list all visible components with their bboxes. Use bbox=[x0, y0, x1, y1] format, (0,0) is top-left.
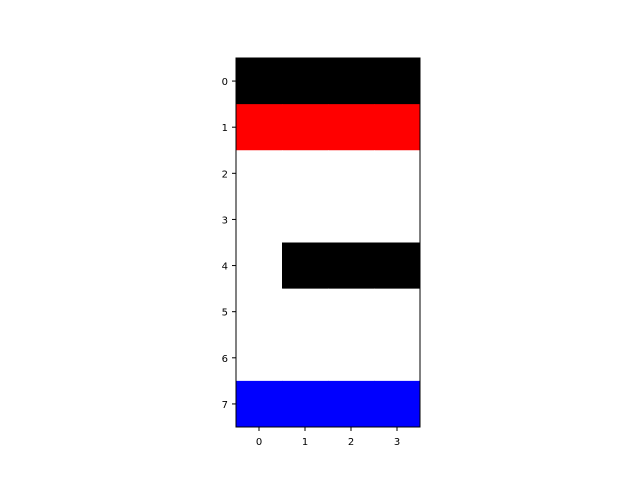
heatmap-cell-r4-c2 bbox=[328, 242, 375, 290]
x-tick-label: 0 bbox=[256, 437, 262, 448]
heatmap-cell-r6-c0 bbox=[236, 334, 283, 382]
y-axis: 0 1 2 3 4 5 6 7 bbox=[222, 77, 236, 411]
x-tick-label: 1 bbox=[302, 437, 308, 448]
y-tick-label: 0 bbox=[222, 77, 228, 88]
heatmap-cell-r7-c0 bbox=[236, 380, 283, 428]
heatmap-cell-r3-c2 bbox=[328, 196, 375, 243]
heatmap-cell-r1-c1 bbox=[282, 104, 329, 151]
heatmap-cell-r3-c3 bbox=[374, 196, 421, 243]
heatmap-cell-r4-c0 bbox=[236, 242, 283, 290]
heatmap-cell-r5-c0 bbox=[236, 288, 283, 336]
y-tick-label: 6 bbox=[222, 354, 228, 365]
axes-frame bbox=[235, 57, 421, 428]
heatmap-cell-r7-c1 bbox=[282, 380, 329, 428]
heatmap-cell-r2-c0 bbox=[236, 150, 283, 197]
heatmap-cell-r0-c2 bbox=[328, 58, 375, 105]
heatmap-cell-r6-c1 bbox=[282, 334, 329, 382]
cells-layer bbox=[236, 58, 421, 428]
heatmap-cell-r0-c0 bbox=[236, 58, 283, 105]
heatmap-cell-r0-c3 bbox=[374, 58, 421, 105]
heatmap-cell-r0-c1 bbox=[282, 58, 329, 105]
heatmap-cell-r2-c1 bbox=[282, 150, 329, 197]
heatmap-cell-r5-c3 bbox=[374, 288, 421, 336]
heatmap-cell-r1-c3 bbox=[374, 104, 421, 151]
heatmap-cell-r1-c0 bbox=[236, 104, 283, 151]
heatmap-cell-r3-c0 bbox=[236, 196, 283, 243]
y-tick-label: 1 bbox=[222, 123, 228, 134]
y-tick-label: 5 bbox=[222, 308, 228, 319]
heatmap-cell-r7-c3 bbox=[374, 380, 421, 428]
heatmap-cell-r5-c2 bbox=[328, 288, 375, 336]
heatmap-cell-r6-c2 bbox=[328, 334, 375, 382]
heatmap-cell-r7-c2 bbox=[328, 380, 375, 428]
y-tick-label: 4 bbox=[222, 262, 228, 273]
heatmap-cell-r5-c1 bbox=[282, 288, 329, 336]
heatmap-cell-r4-c1 bbox=[282, 242, 329, 290]
y-tick-label: 3 bbox=[222, 215, 228, 226]
heatmap-cell-r2-c3 bbox=[374, 150, 421, 197]
heatmap-cell-r3-c1 bbox=[282, 196, 329, 243]
heatmap-cell-r2-c2 bbox=[328, 150, 375, 197]
y-tick-label: 7 bbox=[222, 400, 228, 411]
y-tick-label: 2 bbox=[222, 169, 228, 180]
heatmap-cell-r1-c2 bbox=[328, 104, 375, 151]
heatmap-cell-r6-c3 bbox=[374, 334, 421, 382]
x-tick-label: 3 bbox=[394, 437, 400, 448]
heatmap-cell-r4-c3 bbox=[374, 242, 421, 290]
x-tick-label: 2 bbox=[348, 437, 354, 448]
x-axis: 0 1 2 3 bbox=[256, 427, 400, 448]
